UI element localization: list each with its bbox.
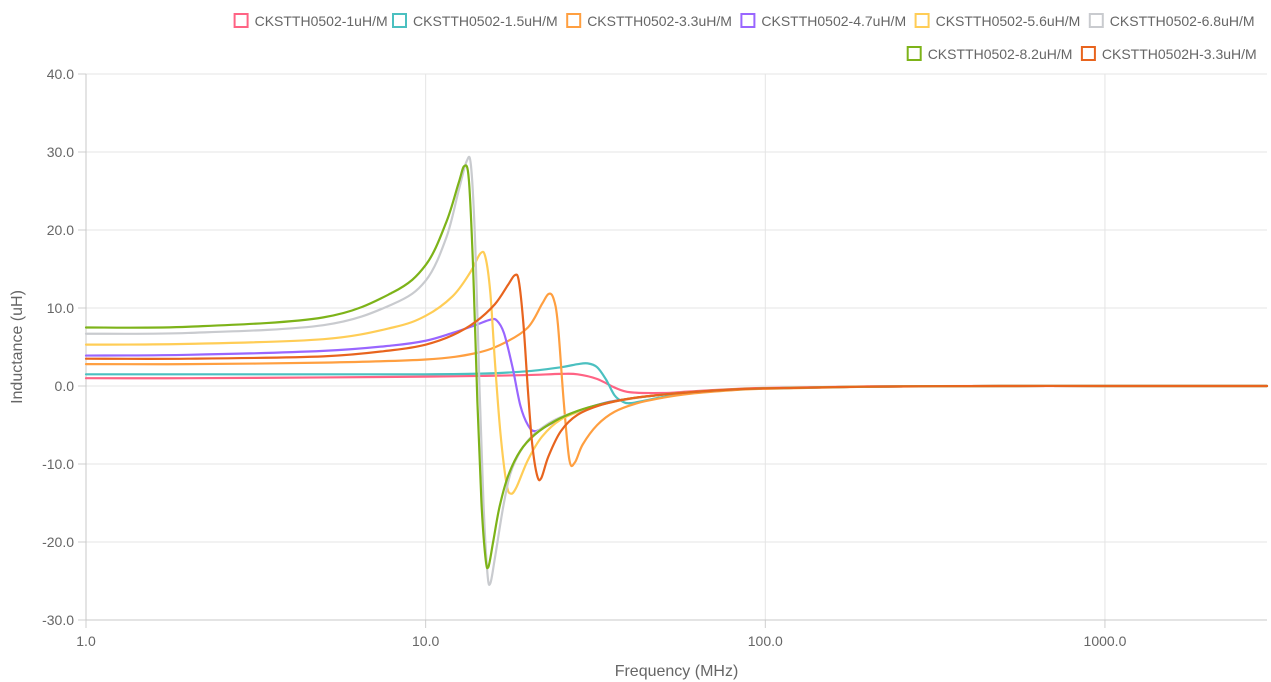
y-axis-title: Inductance (uH)	[9, 290, 26, 404]
series-line-6[interactable]	[84, 155, 1269, 586]
legend-item[interactable]: CKSTTH0502H-3.3uH/M	[1080, 46, 1257, 62]
legend-label: CKSTTH0502-3.3uH/M	[587, 13, 732, 29]
series-line-7[interactable]	[84, 164, 1269, 570]
series-lines	[84, 155, 1269, 586]
legend-item[interactable]: CKSTTH0502-8.2uH/M	[906, 46, 1073, 62]
y-tick-label: -10.0	[42, 456, 74, 472]
legend-item[interactable]: CKSTTH0502-5.6uH/M	[914, 13, 1081, 29]
legend-item[interactable]: CKSTTH0502-3.3uH/M	[566, 13, 732, 29]
legend-item[interactable]: CKSTTH0502-1.5uH/M	[392, 13, 558, 29]
y-tick-label: 10.0	[47, 300, 74, 316]
legend-label: CKSTTH0502H-3.3uH/M	[1102, 46, 1257, 62]
y-tick-label: 20.0	[47, 222, 74, 238]
x-axis-title: Frequency (MHz)	[615, 663, 739, 680]
legend-label: CKSTTH0502-1.5uH/M	[413, 13, 558, 29]
x-tick-label: 100.0	[748, 633, 783, 649]
legend-label: CKSTTH0502-6.8uH/M	[1110, 13, 1255, 29]
series-line-1[interactable]	[84, 372, 1269, 395]
axes: -30.0 -20.0 -10.0 0.0 10.0 20.0 30.0 40.0 1.0 10.…	[42, 66, 1267, 649]
series-line-3[interactable]	[84, 292, 1269, 468]
legend-item[interactable]: CKSTTH0502-6.8uH/M	[1088, 13, 1255, 29]
y-tick-label: 30.0	[47, 144, 74, 160]
y-tick-label: 40.0	[47, 66, 74, 82]
gridlines	[85, 73, 1267, 621]
legend-item[interactable]: CKSTTH0502-4.7uH/M	[740, 13, 906, 29]
legend-swatch	[392, 13, 407, 28]
legend-swatch	[1088, 13, 1104, 28]
legend-swatch	[906, 46, 922, 61]
legend-swatch	[1080, 46, 1096, 61]
legend-label: CKSTTH0502-1uH/M	[255, 13, 388, 29]
y-tick-label: -30.0	[42, 612, 74, 628]
legend-label: CKSTTH0502-5.6uH/M	[936, 13, 1081, 29]
legend-swatch	[740, 13, 756, 28]
legend-swatch	[233, 13, 249, 28]
series-line-2[interactable]	[84, 362, 1269, 405]
legend-swatch	[914, 13, 930, 28]
series-line-8[interactable]	[84, 273, 1269, 482]
legend-label: CKSTTH0502-8.2uH/M	[928, 46, 1073, 62]
legend-item[interactable]: CKSTTH0502-1uH/M	[233, 13, 388, 29]
x-tick-label: 10.0	[412, 633, 439, 649]
y-tick-label: -20.0	[42, 534, 74, 550]
series-line-5[interactable]	[84, 250, 1269, 495]
x-tick-label: 1000.0	[1084, 633, 1127, 649]
legend[interactable]: CKSTTH0502-1uH/M CKSTTH0502-1.5uH/M CKSTTH…	[233, 13, 1257, 62]
legend-swatch	[566, 13, 582, 28]
y-tick-label: 0.0	[55, 378, 75, 394]
x-tick-label: 1.0	[76, 633, 96, 649]
legend-label: CKSTTH0502-4.7uH/M	[761, 13, 906, 29]
